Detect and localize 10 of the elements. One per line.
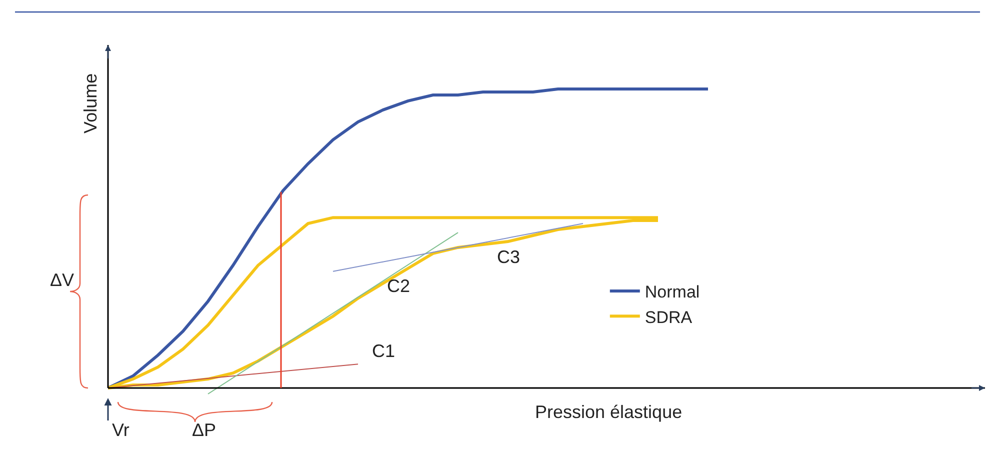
text: ΔP xyxy=(192,420,216,440)
legend-label: Normal xyxy=(644,282,700,302)
annotation: C3 xyxy=(497,247,520,267)
annotation: C1 xyxy=(372,341,396,361)
annotation: C2 xyxy=(387,276,410,296)
x-axis-title: Pression élastique xyxy=(535,402,682,422)
text: ΔV xyxy=(50,270,74,290)
y-axis-title: Volume xyxy=(80,73,101,134)
legend-label: SDRA xyxy=(644,308,693,327)
text: Vr xyxy=(112,420,130,440)
